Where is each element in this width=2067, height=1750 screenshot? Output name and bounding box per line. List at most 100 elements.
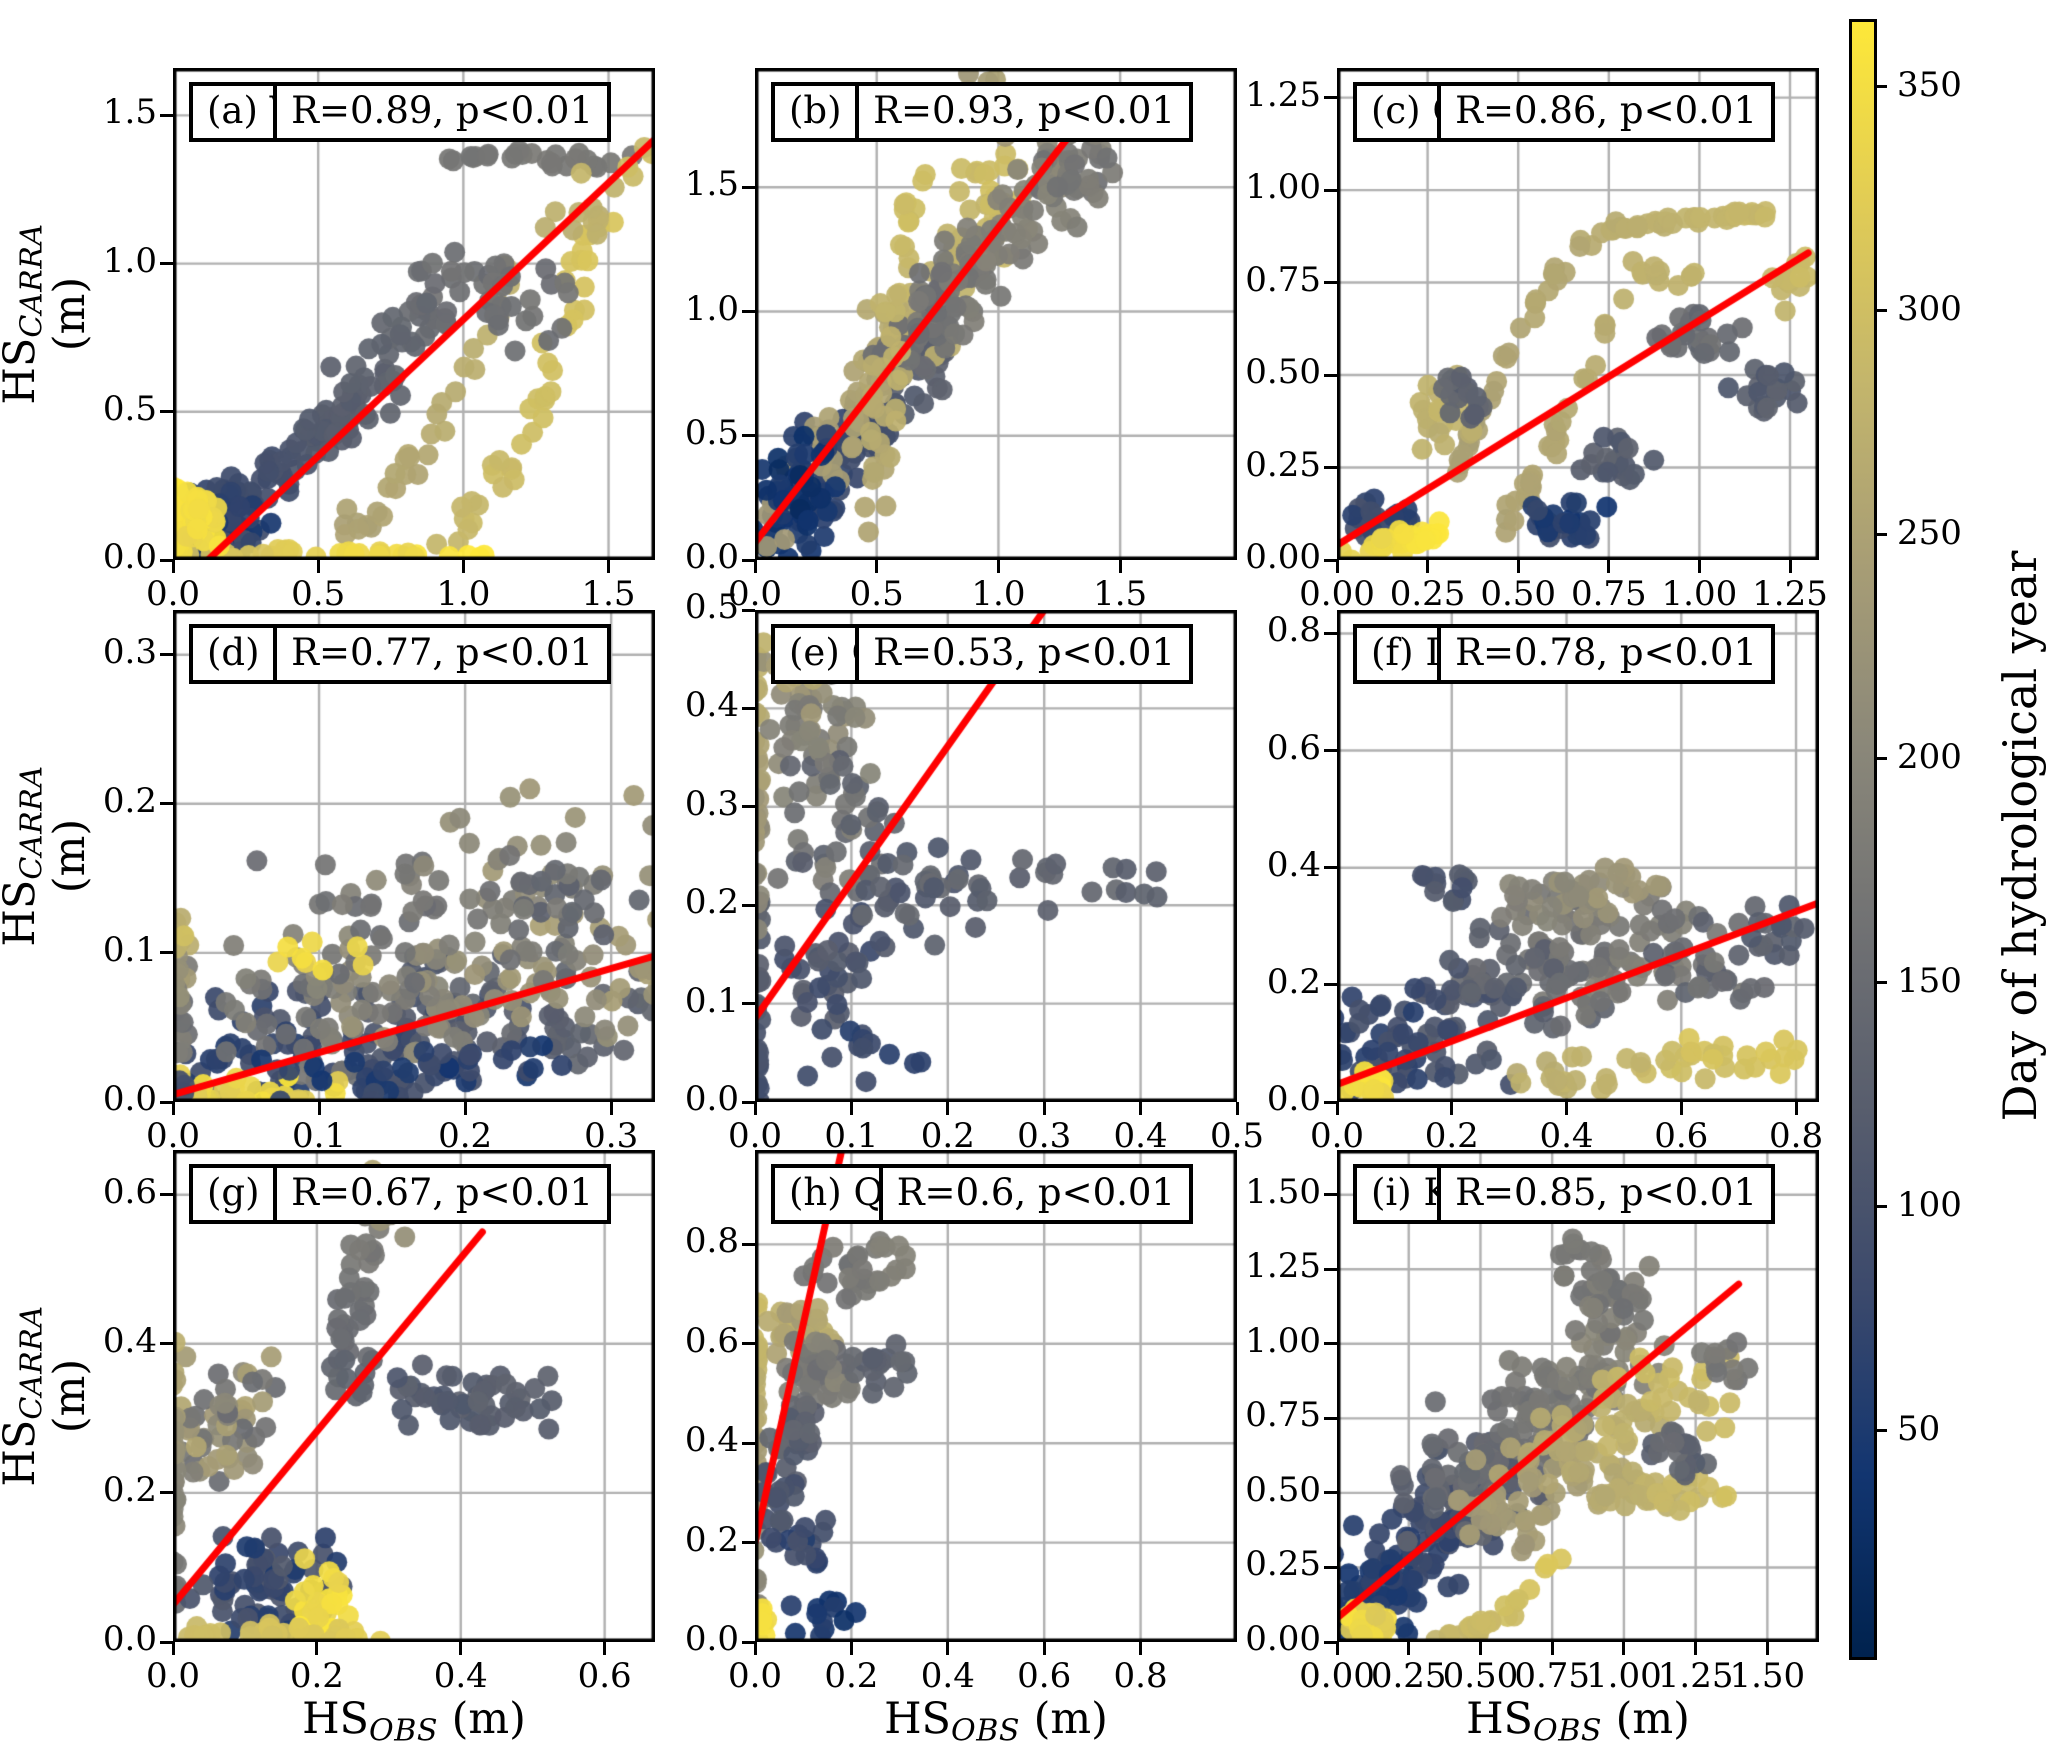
x-tick-mark xyxy=(753,1102,757,1115)
y-tick-label: 0.5 xyxy=(684,587,739,627)
x-tick-mark xyxy=(609,1102,613,1115)
scatter-canvas-a xyxy=(173,68,655,560)
panel-e: (e) QEQR=0.53, p<0.010.00.10.20.30.40.50… xyxy=(685,588,1264,1155)
y-tick-label: 0.8 xyxy=(684,1221,739,1262)
y-axis-label: HSCARRA (m) xyxy=(0,765,96,947)
y-tick-mark xyxy=(742,1441,755,1445)
x-tick-mark xyxy=(317,1102,321,1115)
colorbar-tick-mark xyxy=(1874,756,1887,760)
x-tick-label: 0.2 xyxy=(1424,1116,1479,1156)
y-tick-label: 0.50 xyxy=(1245,352,1321,393)
x-tick-mark xyxy=(1335,1102,1339,1115)
x-tick-mark xyxy=(1765,1642,1769,1655)
x-tick-mark xyxy=(603,1642,607,1655)
colorbar-tick-mark xyxy=(1874,532,1887,536)
x-tick-label: 0.5 xyxy=(849,574,904,614)
x-tick-mark xyxy=(461,560,465,573)
x-tick-label: 0.75 xyxy=(1570,574,1647,614)
y-tick-mark xyxy=(1324,1342,1337,1346)
colorbar-tick-mark xyxy=(1874,308,1887,312)
x-tick-label: 0.4 xyxy=(1539,1116,1594,1156)
y-tick-mark xyxy=(1324,1100,1337,1104)
y-tick-mark xyxy=(1324,466,1337,470)
x-tick-mark xyxy=(171,1642,175,1655)
x-tick-mark xyxy=(1335,1642,1339,1655)
x-tick-label: 0.50 xyxy=(1442,1656,1519,1696)
x-tick-label: 0.8 xyxy=(1113,1656,1168,1696)
x-tick-label: 1.00 xyxy=(1586,1656,1662,1696)
x-tick-label: 0.0 xyxy=(727,1116,783,1156)
x-tick-label: 0.5 xyxy=(1209,1116,1265,1156)
panel-b: (b) ZACR=0.93, p<0.010.00.51.01.50.00.51… xyxy=(685,68,1237,613)
y-tick-label: 0.4 xyxy=(102,1320,157,1361)
y-tick-mark xyxy=(1324,96,1337,100)
x-tick-label: 0.5 xyxy=(291,574,346,614)
panel-a: (a) VRSR=0.89, p<0.010.00.51.01.50.00.51… xyxy=(103,68,655,613)
x-tick-mark xyxy=(753,1642,757,1655)
x-axis-label: HSOBS (m) xyxy=(1466,1694,1690,1749)
x-tick-label: 1.00 xyxy=(1661,574,1738,614)
y-tick-mark xyxy=(742,1640,755,1644)
x-tick-mark xyxy=(1407,1642,1411,1655)
y-tick-label: 1.5 xyxy=(684,164,739,205)
x-tick-mark xyxy=(1607,560,1611,573)
x-tick-label: 1.50 xyxy=(1729,1656,1806,1696)
y-tick-mark xyxy=(1324,631,1337,635)
scatter-canvas-g xyxy=(173,1150,655,1642)
y-tick-mark xyxy=(160,1193,173,1197)
x-tick-mark xyxy=(1622,1642,1626,1655)
y-tick-label: 0.50 xyxy=(1245,1469,1321,1510)
y-tick-label: 0.00 xyxy=(1245,537,1321,577)
y-tick-mark xyxy=(742,1242,755,1246)
y-tick-mark xyxy=(1324,281,1337,285)
colorbar-label-text: Day of hydrological year xyxy=(1993,550,2047,1121)
x-tick-mark xyxy=(946,1642,950,1655)
y-tick-mark xyxy=(742,310,755,313)
y-tick-mark xyxy=(1324,1565,1337,1569)
y-tick-mark xyxy=(160,1100,173,1104)
x-tick-label: 0.0 xyxy=(727,574,783,614)
x-tick-mark xyxy=(463,1102,467,1115)
x-tick-label: 0.25 xyxy=(1389,574,1466,614)
y-tick-mark xyxy=(1324,373,1337,377)
x-tick-mark xyxy=(1139,1102,1143,1115)
y-tick-label: 1.00 xyxy=(1245,167,1321,208)
panel-d: (d) QAAR=0.77, p<0.010.00.10.20.30.00.10… xyxy=(103,610,655,1155)
y-tick-label: 0.2 xyxy=(684,882,739,923)
y-tick-mark xyxy=(1324,1193,1337,1197)
stats-label: R=0.93, p<0.01 xyxy=(855,82,1193,143)
x-tick-label: 0.4 xyxy=(433,1656,488,1696)
scatter-canvas-h xyxy=(755,1150,1237,1642)
x-tick-mark xyxy=(316,560,320,573)
y-axis-label: HSCARRA (m) xyxy=(0,223,96,405)
x-tick-label: 0.0 xyxy=(145,1656,201,1696)
y-tick-label: 0.2 xyxy=(1266,961,1321,1002)
x-tick-label: 0.75 xyxy=(1514,1656,1591,1696)
y-tick-label: 0.75 xyxy=(1245,1395,1321,1436)
colorbar-tick-label: 300 xyxy=(1897,289,1962,330)
x-tick-mark xyxy=(1794,1102,1798,1115)
panel-f: (f) ILU R=0.78, p<0.01 0.0 0.2 0.4 0.6 0.8 0.0 0… xyxy=(1267,610,1823,1155)
x-tick-mark xyxy=(1042,1642,1046,1655)
x-tick-label: 1.5 xyxy=(581,574,636,614)
y-tick-mark xyxy=(1324,1640,1337,1644)
colorbar-axis-label: Day of hydrological year xyxy=(1993,536,2047,1136)
x-tick-mark xyxy=(1118,560,1122,573)
x-tick-mark xyxy=(849,1102,853,1115)
x-tick-label: 0.2 xyxy=(289,1656,344,1696)
y-tick-mark xyxy=(160,1342,173,1346)
y-tick-label: 1.25 xyxy=(1245,1246,1321,1287)
x-tick-mark xyxy=(849,1642,853,1655)
stats-label: R=0.53, p<0.01 xyxy=(855,624,1193,685)
y-tick-mark xyxy=(742,805,755,809)
y-tick-mark xyxy=(160,1640,173,1644)
y-tick-label: 1.0 xyxy=(684,288,739,329)
y-tick-mark xyxy=(742,1541,755,1545)
x-tick-mark xyxy=(1042,1102,1046,1115)
x-tick-label: 1.25 xyxy=(1752,574,1828,614)
x-axis-label: HSOBS (m) xyxy=(884,1694,1108,1749)
x-tick-label: 0.0 xyxy=(145,574,201,614)
x-tick-mark xyxy=(1450,1102,1454,1115)
y-tick-label: 0.0 xyxy=(684,537,739,577)
x-tick-label: 0.0 xyxy=(145,1116,201,1156)
